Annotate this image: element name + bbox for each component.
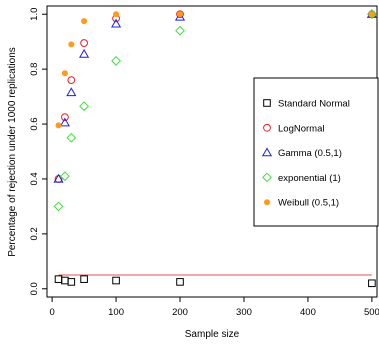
- legend-item: Gamma (0.5,1): [261, 147, 342, 159]
- legend-label: Standard Normal: [278, 99, 350, 110]
- y-tick-label: 0.8: [29, 63, 40, 76]
- x-tick-label: 100: [108, 307, 124, 318]
- y-tick-label: 0.0: [29, 282, 40, 295]
- data-point: [54, 275, 63, 283]
- data-point: [177, 11, 184, 18]
- legend-marker: [261, 147, 273, 157]
- y-axis-title: Percentage of rejection under 1000 repli…: [7, 47, 18, 257]
- data-point: [176, 10, 184, 19]
- data-point: [68, 41, 75, 48]
- legend-item: Weibull (0.5,1): [264, 198, 339, 209]
- legend-marker: [262, 172, 272, 183]
- data-point: [366, 9, 377, 20]
- legend-marker: [263, 99, 271, 107]
- x-tick-label: 0: [49, 307, 54, 318]
- y-tick-label: 0.4: [29, 172, 40, 185]
- x-tick-label: 500: [364, 307, 379, 318]
- data-point: [79, 48, 90, 58]
- data-point: [61, 113, 69, 122]
- series-exponential-1: [53, 9, 377, 212]
- data-point: [79, 101, 90, 112]
- data-point: [368, 279, 376, 288]
- data-points: [53, 9, 377, 288]
- data-point: [61, 70, 68, 77]
- data-point: [55, 122, 62, 129]
- data-point: [80, 39, 88, 47]
- x-axis: 0 100 200 300 400 500: [49, 296, 379, 318]
- legend-marker: [263, 123, 271, 132]
- legend-label: LogNormal: [278, 123, 324, 134]
- data-point: [53, 201, 64, 212]
- data-point: [59, 171, 70, 182]
- x-axis-title: Sample size: [185, 329, 240, 340]
- data-point: [66, 132, 77, 143]
- legend-label: Weibull (0.5,1): [278, 198, 339, 209]
- legend: Standard Normal LogNormal Gamma (0.5,1) exp…: [253, 77, 379, 227]
- legend-marker: [264, 199, 270, 206]
- data-point: [175, 25, 185, 36]
- x-tick-label: 200: [172, 307, 188, 318]
- y-tick-label: 1.0: [29, 8, 40, 21]
- data-point: [174, 11, 186, 21]
- data-point: [368, 11, 375, 18]
- legend-item: Standard Normal: [263, 99, 350, 110]
- data-point: [67, 278, 76, 286]
- y-tick-label: 0.6: [29, 117, 40, 130]
- legend-box: [253, 77, 379, 227]
- y-tick-label: 0.2: [29, 227, 40, 240]
- data-point: [53, 173, 64, 183]
- legend-item: exponential (1): [262, 172, 341, 184]
- legend-label: Gamma (0.5,1): [278, 148, 342, 159]
- data-point: [67, 76, 76, 85]
- data-point: [81, 18, 88, 25]
- data-point: [61, 276, 69, 285]
- y-axis: 0.0 0.2 0.4 0.6 0.8 1.0: [29, 8, 48, 295]
- x-tick-label: 400: [300, 307, 316, 318]
- data-point: [80, 275, 88, 283]
- data-point: [111, 55, 121, 66]
- data-point: [113, 11, 120, 18]
- series-weibull-0-5-1: [55, 11, 375, 129]
- data-point: [111, 18, 122, 28]
- legend-item: LogNormal: [263, 123, 324, 134]
- data-point: [59, 117, 70, 127]
- data-point: [66, 87, 77, 97]
- series-standard-normal: [54, 275, 376, 288]
- data-point: [112, 276, 120, 285]
- data-point: [176, 278, 184, 286]
- legend-label: exponential (1): [278, 173, 341, 184]
- x-tick-label: 300: [236, 307, 252, 318]
